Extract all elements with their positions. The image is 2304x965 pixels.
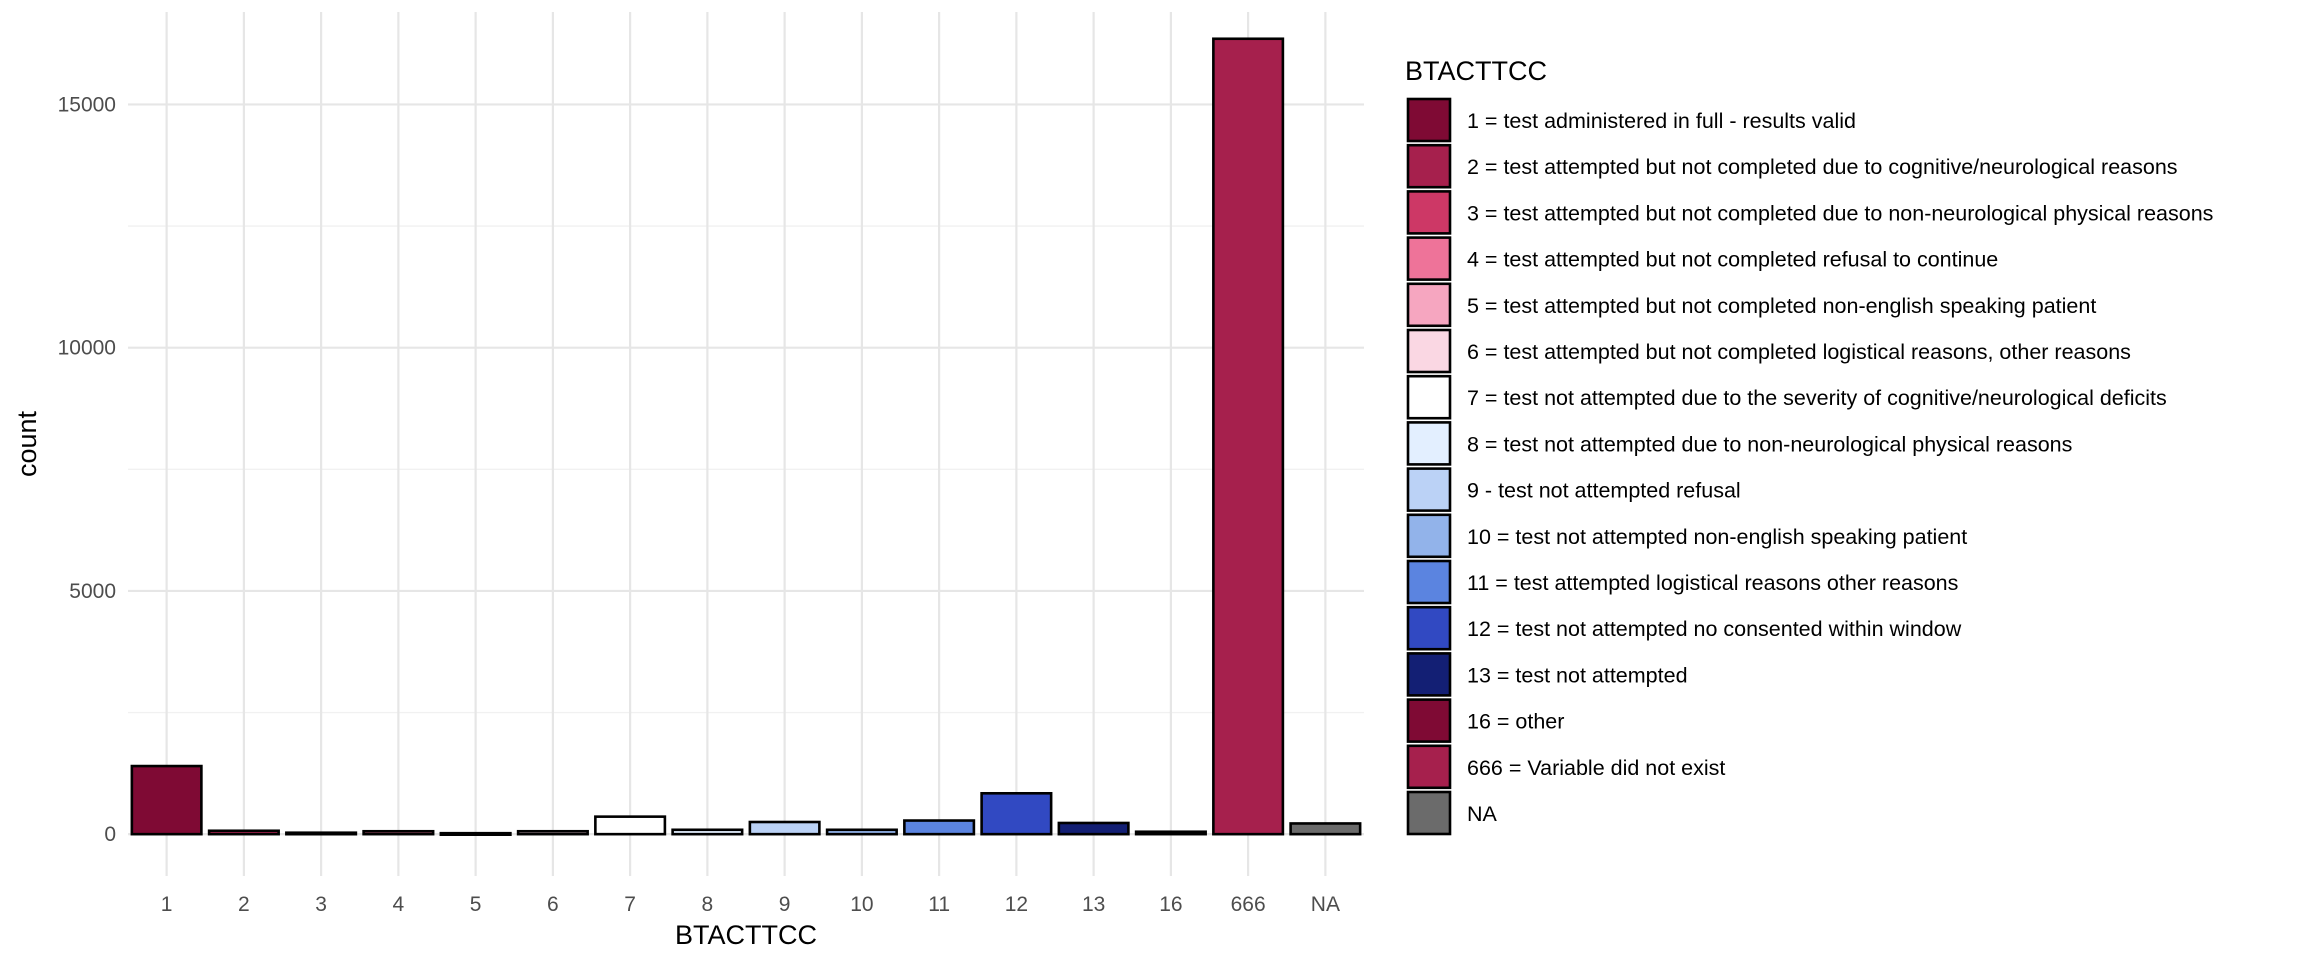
y-axis-title: count — [12, 410, 42, 477]
x-tick-label: NA — [1311, 893, 1340, 916]
legend-key — [1406, 374, 1452, 420]
x-tick-label: 11 — [928, 893, 950, 916]
legend-label: 666 = Variable did not exist — [1467, 756, 1725, 780]
x-tick-label: 16 — [1159, 893, 1182, 916]
legend-label: 9 - test not attempted refusal — [1467, 479, 1741, 503]
legend-key — [1406, 190, 1452, 235]
legend-label: 12 = test not attempted no consented wit… — [1467, 617, 1962, 641]
legend-label: 16 = other — [1467, 710, 1564, 734]
x-tick-label: 2 — [238, 893, 250, 916]
legend-title: BTACTTCC — [1405, 56, 1547, 86]
bar-11 — [903, 819, 976, 836]
legend-label: 8 = test not attempted due to non-neurol… — [1467, 432, 2072, 456]
legend-label: NA — [1467, 802, 1498, 826]
y-tick-label: 10000 — [58, 337, 116, 360]
legend-label: 7 = test not attempted due to the severi… — [1467, 386, 2167, 410]
bars — [130, 37, 1362, 836]
bar-12 — [980, 791, 1053, 836]
bar-10 — [825, 828, 898, 836]
x-tick-label: 12 — [1005, 893, 1028, 916]
bar-7 — [594, 815, 667, 836]
x-tick-label: 6 — [547, 893, 559, 916]
x-tick-label: 8 — [702, 893, 714, 916]
legend: BTACTTCC 1 = test administered in full -… — [1405, 56, 2213, 836]
x-tick-label: 3 — [315, 893, 327, 916]
x-tick-label: 1 — [161, 893, 173, 916]
bar-9 — [748, 820, 821, 836]
legend-key — [1406, 605, 1452, 651]
x-tick-label: 5 — [470, 893, 482, 916]
grid-lines — [128, 12, 1364, 876]
x-axis-title: BTACTTCC — [675, 920, 817, 950]
legend-key — [1406, 236, 1452, 281]
x-tick-label: 13 — [1082, 893, 1105, 916]
bar-666 — [1212, 37, 1285, 836]
legend-label: 4 = test attempted but not completed ref… — [1467, 248, 1998, 272]
bar-6 — [516, 829, 589, 836]
legend-key — [1406, 421, 1452, 466]
legend-key — [1406, 744, 1452, 790]
y-tick-label: 15000 — [58, 93, 116, 116]
bar-16 — [1134, 830, 1207, 836]
legend-key — [1406, 143, 1452, 189]
legend-key — [1406, 698, 1452, 743]
bar-NA — [1289, 822, 1362, 836]
legend-key — [1406, 282, 1452, 328]
legend-label: 1 = test administered in full - results … — [1467, 109, 1856, 133]
x-tick-label: 9 — [779, 893, 791, 916]
x-tick-label: 10 — [850, 893, 873, 916]
y-tick-label: 5000 — [69, 580, 116, 603]
legend-key — [1406, 328, 1452, 374]
bar-5 — [439, 831, 512, 836]
legend-key — [1406, 467, 1452, 512]
bar-4 — [362, 829, 435, 836]
legend-label: 2 = test attempted but not completed due… — [1467, 155, 2178, 179]
legend-key — [1406, 790, 1452, 836]
legend-label: 10 = test not attempted non-english spea… — [1467, 525, 1967, 549]
legend-key — [1406, 513, 1452, 559]
bar-8 — [671, 828, 744, 836]
x-tick-label: 7 — [624, 893, 636, 916]
x-tick-label: 666 — [1231, 893, 1266, 916]
legend-label: 6 = test attempted but not completed log… — [1467, 340, 2131, 364]
legend-label: 13 = test not attempted — [1467, 663, 1688, 687]
bar-2 — [207, 829, 280, 836]
x-tick-label: 4 — [393, 893, 405, 916]
legend-label: 5 = test attempted but not completed non… — [1467, 294, 2096, 318]
legend-label: 3 = test attempted but not completed due… — [1467, 201, 2213, 225]
legend-label: 11 = test attempted logistical reasons o… — [1467, 571, 1958, 595]
bar-13 — [1057, 821, 1130, 836]
legend-key — [1406, 97, 1452, 143]
y-tick-label: 0 — [104, 823, 116, 846]
legend-key — [1406, 559, 1452, 605]
bar-3 — [285, 831, 358, 836]
legend-key — [1406, 652, 1452, 697]
bar-1 — [130, 764, 203, 836]
